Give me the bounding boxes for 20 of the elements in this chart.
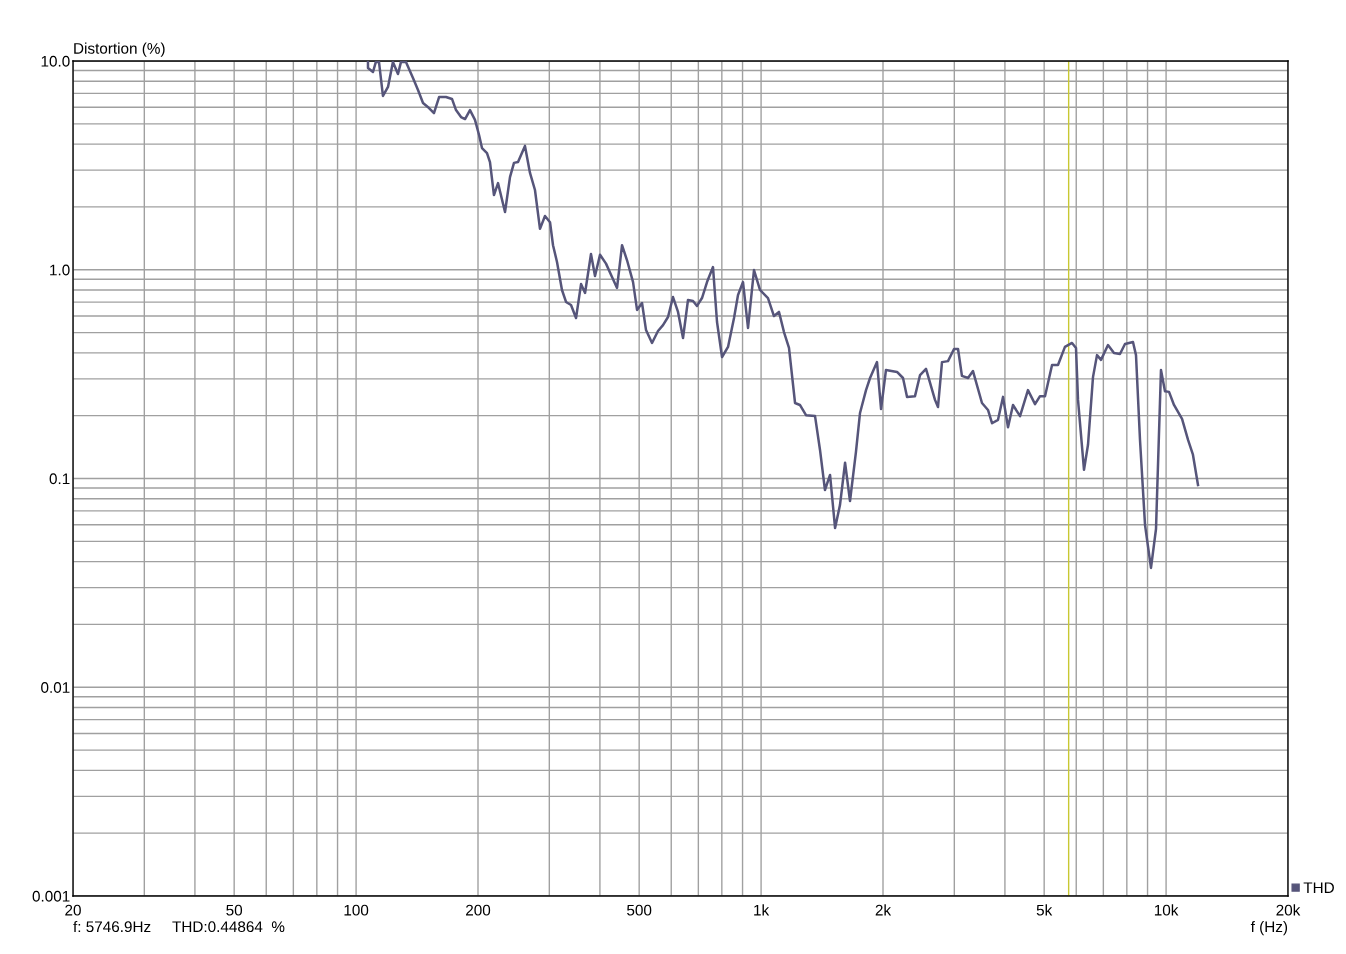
x-tick-label: 5k (1036, 904, 1053, 916)
x-tick-label: 20 (65, 904, 81, 916)
y-tick-label: 0.01 (41, 682, 70, 693)
y-axis-title: Distortion (%) (74, 42, 165, 57)
x-tick-label: 200 (466, 904, 491, 916)
text: THD:0.44864 % (172, 921, 285, 933)
y-tick-label: 0.001 (32, 890, 70, 902)
x-axis-title: f (Hz) (1250, 921, 1288, 936)
x-tick-label: 10k (1154, 904, 1179, 916)
y-tick-label: 1.0 (50, 264, 70, 276)
x-tick-label: 50 (226, 904, 243, 916)
x-tick-label: 1k (754, 904, 770, 916)
y-tick-label: 0.1 (49, 473, 70, 485)
y-tick-label: 10.0 (41, 55, 70, 67)
x-tick-label: 500 (627, 904, 652, 916)
x-tick-label: 2k (875, 904, 892, 916)
legend-label: THD (1303, 882, 1334, 893)
x-tick-label: 20k (1276, 904, 1301, 916)
text: f: 5746.9Hz (73, 920, 151, 933)
x-tick-label: 100 (344, 904, 369, 916)
